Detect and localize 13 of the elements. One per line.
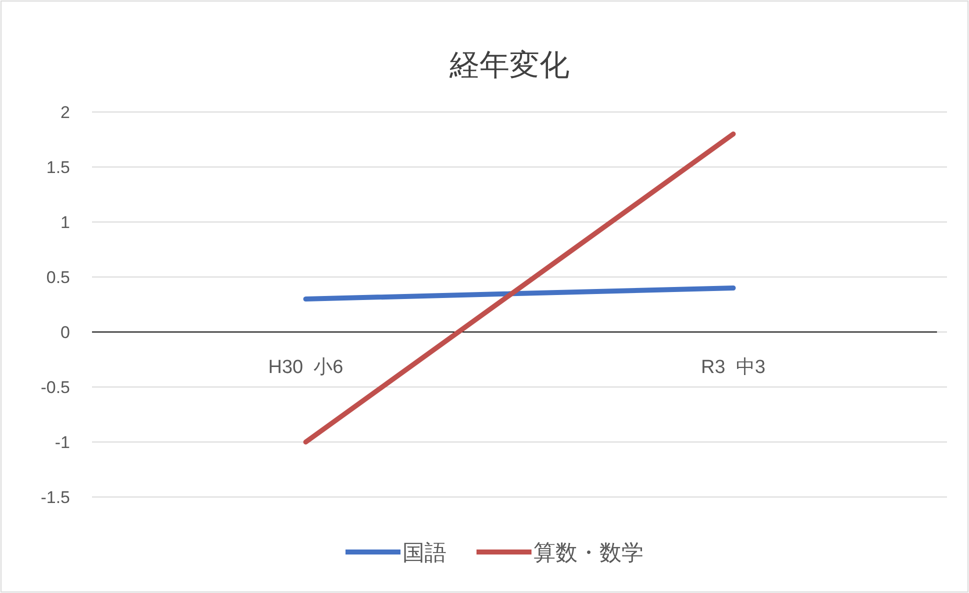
y-tick-label: -1.5	[40, 488, 70, 507]
y-tick-label: 2	[60, 103, 70, 122]
y-tick-label: 1.5	[46, 158, 70, 177]
x-tick-label: H30 小6	[268, 357, 344, 378]
y-tick-label: -1	[54, 433, 70, 452]
x-tick-label: R3 中3	[701, 357, 766, 378]
y-tick-label: 0	[60, 323, 70, 342]
y-tick-label: 1	[60, 213, 70, 232]
y-tick-label: 0.5	[46, 268, 70, 287]
legend-label: 算数・数学	[534, 540, 644, 565]
legend-label: 国語	[402, 540, 446, 565]
y-tick-label: -0.5	[40, 378, 70, 397]
chart-title: 経年変化	[448, 49, 570, 82]
